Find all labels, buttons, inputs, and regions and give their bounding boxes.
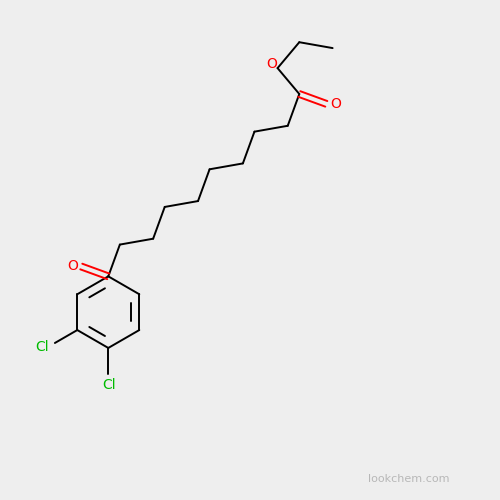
Text: Cl: Cl bbox=[102, 378, 116, 392]
Text: Cl: Cl bbox=[36, 340, 50, 354]
Text: O: O bbox=[266, 57, 277, 71]
Text: O: O bbox=[67, 258, 78, 272]
Text: O: O bbox=[330, 97, 340, 111]
Text: lookchem.com: lookchem.com bbox=[368, 474, 450, 484]
